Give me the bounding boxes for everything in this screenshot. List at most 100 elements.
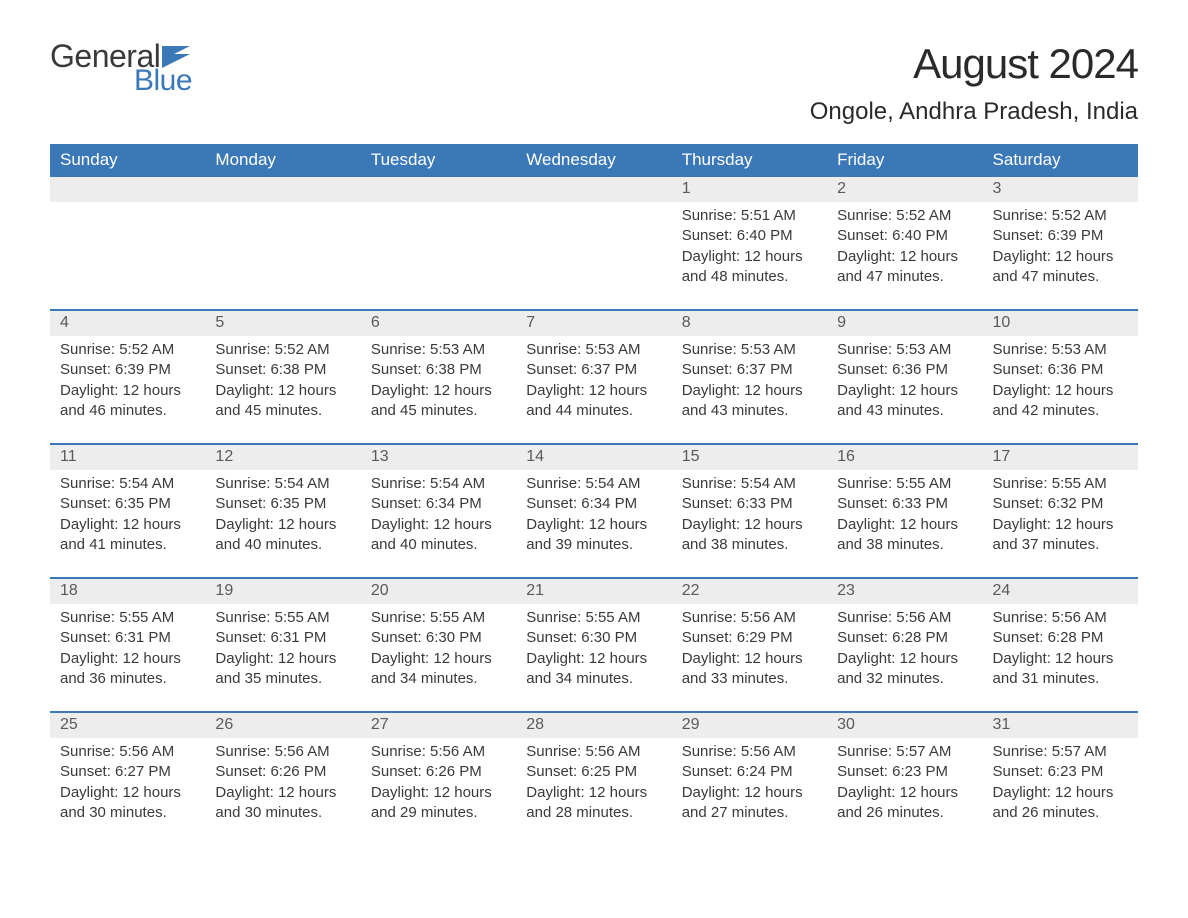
day-number: 18 (50, 579, 205, 604)
day-cell: 16Sunrise: 5:55 AMSunset: 6:33 PMDayligh… (827, 445, 982, 577)
weekday-header-row: SundayMondayTuesdayWednesdayThursdayFrid… (50, 144, 1138, 177)
day-cell: 28Sunrise: 5:56 AMSunset: 6:25 PMDayligh… (516, 713, 671, 845)
day-details: Sunrise: 5:54 AMSunset: 6:35 PMDaylight:… (50, 470, 205, 555)
day-cell (516, 177, 671, 309)
day-details: Sunrise: 5:52 AMSunset: 6:38 PMDaylight:… (205, 336, 360, 421)
day-number: 15 (672, 445, 827, 470)
day-cell: 7Sunrise: 5:53 AMSunset: 6:37 PMDaylight… (516, 311, 671, 443)
day-cell: 23Sunrise: 5:56 AMSunset: 6:28 PMDayligh… (827, 579, 982, 711)
day-number: 1 (672, 177, 827, 202)
daylight-text: Daylight: 12 hours and 35 minutes. (215, 649, 350, 690)
sunset-text: Sunset: 6:35 PM (60, 494, 195, 514)
day-number: 14 (516, 445, 671, 470)
sunrise-text: Sunrise: 5:55 AM (993, 474, 1128, 494)
day-cell: 6Sunrise: 5:53 AMSunset: 6:38 PMDaylight… (361, 311, 516, 443)
day-cell: 12Sunrise: 5:54 AMSunset: 6:35 PMDayligh… (205, 445, 360, 577)
day-details: Sunrise: 5:55 AMSunset: 6:30 PMDaylight:… (361, 604, 516, 689)
sunrise-text: Sunrise: 5:54 AM (60, 474, 195, 494)
logo: General Blue (50, 40, 192, 96)
sunset-text: Sunset: 6:34 PM (371, 494, 506, 514)
day-details: Sunrise: 5:53 AMSunset: 6:38 PMDaylight:… (361, 336, 516, 421)
day-cell: 11Sunrise: 5:54 AMSunset: 6:35 PMDayligh… (50, 445, 205, 577)
sunrise-text: Sunrise: 5:55 AM (526, 608, 661, 628)
title-block: August 2024 Ongole, Andhra Pradesh, Indi… (810, 40, 1138, 126)
day-details: Sunrise: 5:54 AMSunset: 6:33 PMDaylight:… (672, 470, 827, 555)
day-details: Sunrise: 5:57 AMSunset: 6:23 PMDaylight:… (827, 738, 982, 823)
weekday-header: Wednesday (516, 144, 671, 177)
daylight-text: Daylight: 12 hours and 36 minutes. (60, 649, 195, 690)
day-number (50, 177, 205, 202)
sunset-text: Sunset: 6:36 PM (993, 360, 1128, 380)
day-cell: 19Sunrise: 5:55 AMSunset: 6:31 PMDayligh… (205, 579, 360, 711)
page-header: General Blue August 2024 Ongole, Andhra … (50, 40, 1138, 126)
day-cell: 13Sunrise: 5:54 AMSunset: 6:34 PMDayligh… (361, 445, 516, 577)
sunrise-text: Sunrise: 5:55 AM (371, 608, 506, 628)
day-details: Sunrise: 5:51 AMSunset: 6:40 PMDaylight:… (672, 202, 827, 287)
day-details: Sunrise: 5:57 AMSunset: 6:23 PMDaylight:… (983, 738, 1138, 823)
daylight-text: Daylight: 12 hours and 38 minutes. (682, 515, 817, 556)
weekday-header: Sunday (50, 144, 205, 177)
sunrise-text: Sunrise: 5:57 AM (993, 742, 1128, 762)
daylight-text: Daylight: 12 hours and 40 minutes. (371, 515, 506, 556)
day-number: 25 (50, 713, 205, 738)
day-cell: 30Sunrise: 5:57 AMSunset: 6:23 PMDayligh… (827, 713, 982, 845)
sunset-text: Sunset: 6:26 PM (371, 762, 506, 782)
day-number: 10 (983, 311, 1138, 336)
day-cell: 10Sunrise: 5:53 AMSunset: 6:36 PMDayligh… (983, 311, 1138, 443)
sunrise-text: Sunrise: 5:54 AM (215, 474, 350, 494)
day-cell: 27Sunrise: 5:56 AMSunset: 6:26 PMDayligh… (361, 713, 516, 845)
weekday-header: Friday (827, 144, 982, 177)
day-details: Sunrise: 5:53 AMSunset: 6:37 PMDaylight:… (516, 336, 671, 421)
sunrise-text: Sunrise: 5:55 AM (837, 474, 972, 494)
weekday-header: Saturday (983, 144, 1138, 177)
day-number (205, 177, 360, 202)
daylight-text: Daylight: 12 hours and 48 minutes. (682, 247, 817, 288)
day-details: Sunrise: 5:56 AMSunset: 6:28 PMDaylight:… (983, 604, 1138, 689)
sunset-text: Sunset: 6:30 PM (371, 628, 506, 648)
sunset-text: Sunset: 6:26 PM (215, 762, 350, 782)
day-details: Sunrise: 5:52 AMSunset: 6:40 PMDaylight:… (827, 202, 982, 287)
sunset-text: Sunset: 6:38 PM (371, 360, 506, 380)
sunset-text: Sunset: 6:25 PM (526, 762, 661, 782)
day-details: Sunrise: 5:55 AMSunset: 6:31 PMDaylight:… (50, 604, 205, 689)
sunset-text: Sunset: 6:30 PM (526, 628, 661, 648)
daylight-text: Daylight: 12 hours and 30 minutes. (215, 783, 350, 824)
day-cell: 29Sunrise: 5:56 AMSunset: 6:24 PMDayligh… (672, 713, 827, 845)
day-number: 6 (361, 311, 516, 336)
daylight-text: Daylight: 12 hours and 26 minutes. (993, 783, 1128, 824)
day-cell: 20Sunrise: 5:55 AMSunset: 6:30 PMDayligh… (361, 579, 516, 711)
sunrise-text: Sunrise: 5:56 AM (682, 608, 817, 628)
daylight-text: Daylight: 12 hours and 45 minutes. (371, 381, 506, 422)
daylight-text: Daylight: 12 hours and 32 minutes. (837, 649, 972, 690)
day-details: Sunrise: 5:52 AMSunset: 6:39 PMDaylight:… (50, 336, 205, 421)
daylight-text: Daylight: 12 hours and 45 minutes. (215, 381, 350, 422)
day-details: Sunrise: 5:54 AMSunset: 6:35 PMDaylight:… (205, 470, 360, 555)
daylight-text: Daylight: 12 hours and 38 minutes. (837, 515, 972, 556)
day-details: Sunrise: 5:56 AMSunset: 6:24 PMDaylight:… (672, 738, 827, 823)
day-number: 30 (827, 713, 982, 738)
day-details: Sunrise: 5:56 AMSunset: 6:26 PMDaylight:… (205, 738, 360, 823)
sunrise-text: Sunrise: 5:52 AM (837, 206, 972, 226)
day-cell: 9Sunrise: 5:53 AMSunset: 6:36 PMDaylight… (827, 311, 982, 443)
sunset-text: Sunset: 6:28 PM (993, 628, 1128, 648)
daylight-text: Daylight: 12 hours and 40 minutes. (215, 515, 350, 556)
day-cell: 8Sunrise: 5:53 AMSunset: 6:37 PMDaylight… (672, 311, 827, 443)
sunrise-text: Sunrise: 5:54 AM (371, 474, 506, 494)
day-cell: 15Sunrise: 5:54 AMSunset: 6:33 PMDayligh… (672, 445, 827, 577)
day-details: Sunrise: 5:56 AMSunset: 6:27 PMDaylight:… (50, 738, 205, 823)
daylight-text: Daylight: 12 hours and 37 minutes. (993, 515, 1128, 556)
daylight-text: Daylight: 12 hours and 31 minutes. (993, 649, 1128, 690)
sunrise-text: Sunrise: 5:54 AM (526, 474, 661, 494)
day-details: Sunrise: 5:56 AMSunset: 6:26 PMDaylight:… (361, 738, 516, 823)
daylight-text: Daylight: 12 hours and 29 minutes. (371, 783, 506, 824)
day-details: Sunrise: 5:55 AMSunset: 6:33 PMDaylight:… (827, 470, 982, 555)
sunset-text: Sunset: 6:31 PM (60, 628, 195, 648)
day-cell: 17Sunrise: 5:55 AMSunset: 6:32 PMDayligh… (983, 445, 1138, 577)
daylight-text: Daylight: 12 hours and 34 minutes. (526, 649, 661, 690)
sunset-text: Sunset: 6:37 PM (682, 360, 817, 380)
daylight-text: Daylight: 12 hours and 43 minutes. (682, 381, 817, 422)
day-number: 27 (361, 713, 516, 738)
sunrise-text: Sunrise: 5:54 AM (682, 474, 817, 494)
sunrise-text: Sunrise: 5:56 AM (215, 742, 350, 762)
calendar: SundayMondayTuesdayWednesdayThursdayFrid… (50, 144, 1138, 845)
